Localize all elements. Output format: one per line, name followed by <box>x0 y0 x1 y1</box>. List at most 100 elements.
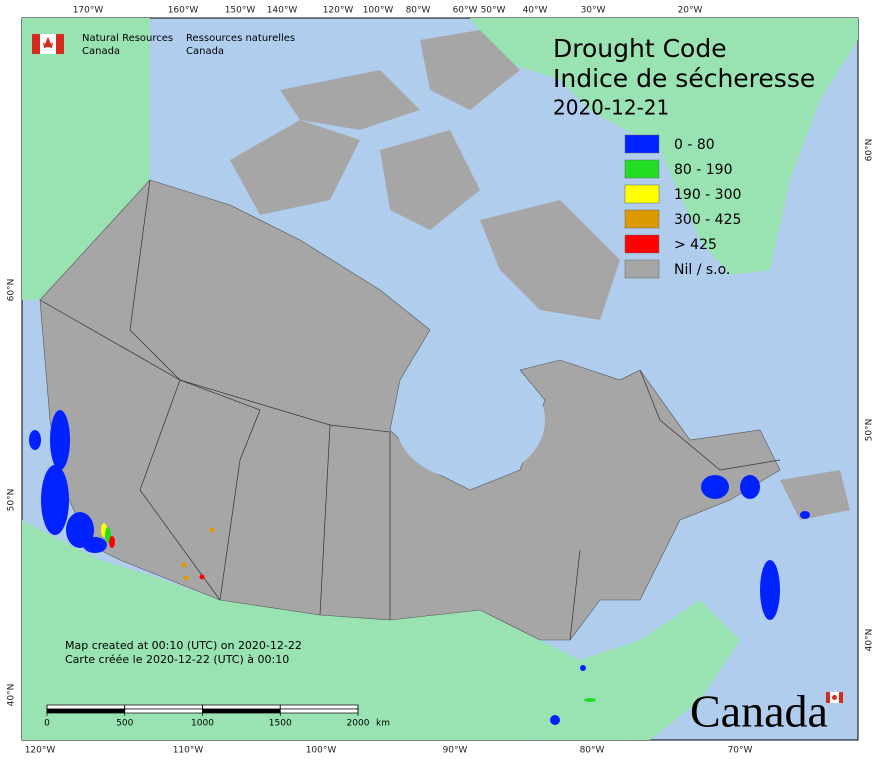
title-fr: Indice de sécheresse <box>553 64 815 93</box>
drought-area <box>580 665 586 671</box>
longitude-label: 150°W <box>225 6 256 16</box>
drought-area <box>550 715 560 725</box>
usa <box>22 520 580 740</box>
drought-area <box>199 574 205 580</box>
legend-label: Nil / s.o. <box>674 262 730 278</box>
longitude-label: 40°W <box>523 6 548 16</box>
legend-label: 80 - 190 <box>674 162 733 178</box>
scale-segment <box>202 704 281 710</box>
scale-label: 500 <box>116 719 133 729</box>
note: Map created at 00:10 (UTC) on 2020-12-22 <box>65 639 302 652</box>
longitude-label: 50°W <box>481 6 506 16</box>
legend: 0 - 80 80 - 190 190 - 300 300 - 425 > 425 Nil… <box>624 134 741 279</box>
flag-band <box>839 692 843 703</box>
longitude-label: 80°W <box>406 6 431 16</box>
drought-area <box>181 562 187 568</box>
longitude-label: 140°W <box>267 6 298 16</box>
scale-segment <box>279 708 359 714</box>
legend-swatch <box>624 209 660 229</box>
drought-area <box>109 536 115 548</box>
latitude-label: 50°N <box>7 489 17 512</box>
scale-segment <box>279 704 359 710</box>
flag-band <box>826 692 830 703</box>
legend-swatch <box>624 134 660 154</box>
longitude-label: 110°W <box>173 746 204 756</box>
maple-leaf <box>832 695 837 700</box>
legend-label: 0 - 80 <box>674 137 715 153</box>
drought-area <box>66 512 94 548</box>
legend-swatch <box>624 259 660 279</box>
drought-area <box>209 527 215 533</box>
drought-areas <box>29 410 810 725</box>
legend-swatch <box>624 184 660 204</box>
legend-swatch <box>624 159 660 179</box>
hudson-bay <box>395 360 545 480</box>
arctic-island <box>230 120 360 215</box>
usa-east <box>540 600 740 740</box>
graticule: 170°W 160°W 150°W 140°W 120°W 100°W 80°W 60°W 50… <box>7 6 875 756</box>
longitude-label: 170°W <box>73 6 104 16</box>
longitude-label: 120°W <box>25 746 56 756</box>
longitude-label: 70°W <box>728 746 753 756</box>
drought-area <box>41 465 69 535</box>
flag-band <box>56 34 64 54</box>
newfoundland <box>780 470 850 520</box>
legend-label: 190 - 300 <box>674 187 741 203</box>
scale-unit: km <box>376 719 390 729</box>
longitude-label: 120°W <box>323 6 354 16</box>
arctic-island <box>380 130 480 230</box>
header-fr: Canada <box>186 46 224 57</box>
maple-leaf <box>43 37 53 48</box>
drought-area <box>584 698 596 702</box>
map-date: 2020-12-21 <box>553 96 669 120</box>
longitude-label: 30°W <box>581 6 606 16</box>
legend-swatch <box>624 234 660 254</box>
scale-label: 0 <box>44 719 50 729</box>
scale-segment <box>124 704 203 710</box>
drought-area <box>83 537 107 553</box>
scale-segment <box>46 704 126 710</box>
wordmark: Canada <box>690 686 828 737</box>
canada-mainland <box>39 179 781 641</box>
longitude-label: 100°W <box>306 746 337 756</box>
latitude-label: 50°N <box>865 419 875 442</box>
nrcan-signature: Natural Resources Canada Ressources natu… <box>32 33 295 57</box>
drought-area <box>740 475 760 499</box>
ellesmere-island <box>420 30 520 110</box>
drought-area <box>701 475 729 499</box>
header-en: Natural Resources <box>82 33 173 44</box>
title-en: Drought Code <box>553 34 727 63</box>
scale-label: 1000 <box>191 719 214 729</box>
latitude-label: 40°N <box>7 684 17 707</box>
drought-area <box>760 560 780 620</box>
legend-label: 300 - 425 <box>674 212 741 228</box>
scale-label: 2000 <box>347 719 370 729</box>
scale-segment <box>202 708 281 714</box>
legend-label: > 425 <box>674 237 717 253</box>
header-en: Canada <box>82 46 120 57</box>
longitude-label: 60°W <box>453 6 478 16</box>
note: Carte créée le 2020-12-22 (UTC) à 00:10 <box>65 653 289 666</box>
drought-area <box>800 511 810 519</box>
flag-band <box>32 34 40 54</box>
drought-area <box>183 575 189 581</box>
longitude-label: 20°W <box>678 6 703 16</box>
latitude-label: 60°N <box>865 139 875 162</box>
longitude-label: 160°W <box>168 6 199 16</box>
greenland <box>470 18 858 275</box>
scale-label: 1500 <box>269 719 292 729</box>
header-fr: Ressources naturelles <box>186 33 295 44</box>
borders <box>39 179 781 641</box>
longitude-label: 100°W <box>363 6 394 16</box>
drought-area <box>50 410 70 470</box>
alaska <box>22 18 150 300</box>
latitude-label: 60°N <box>7 279 17 302</box>
scale-bar: 0 500 1000 1500 2000 km <box>44 704 390 729</box>
baffin-island <box>480 200 620 320</box>
canada-wordmark: Canada <box>690 686 843 737</box>
scale-segment <box>46 708 126 714</box>
longitude-label: 80°W <box>580 746 605 756</box>
longitude-label: 90°W <box>443 746 468 756</box>
latitude-label: 40°N <box>865 629 875 652</box>
